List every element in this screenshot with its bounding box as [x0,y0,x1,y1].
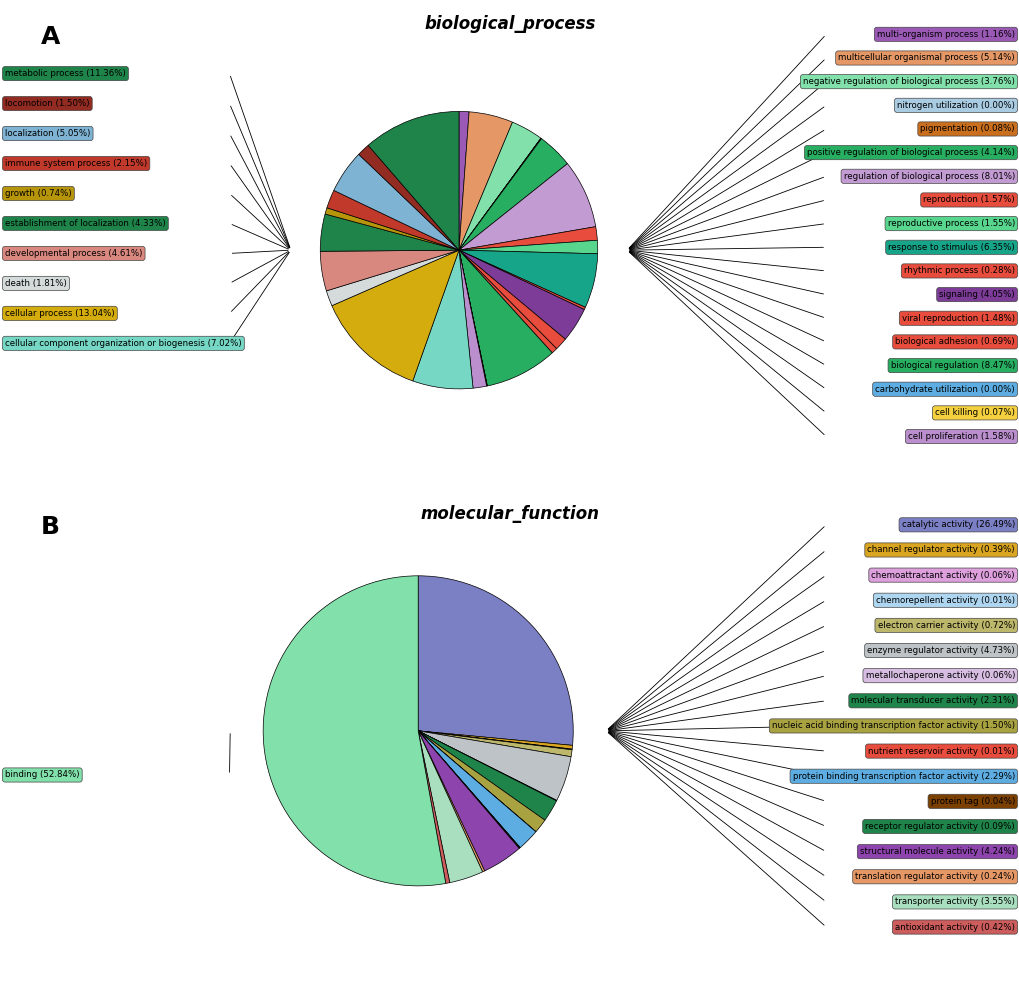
Text: B: B [41,515,60,539]
Wedge shape [418,731,572,749]
Text: viral reproduction (1.48%): viral reproduction (1.48%) [901,314,1014,323]
Text: antioxidant activity (0.42%): antioxidant activity (0.42%) [894,922,1014,932]
Text: electron carrier activity (0.72%): electron carrier activity (0.72%) [876,621,1014,630]
Text: cellular component organization or biogenesis (7.02%): cellular component organization or bioge… [5,338,242,348]
Wedge shape [459,250,585,310]
Text: cell killing (0.07%): cell killing (0.07%) [934,408,1014,417]
Wedge shape [333,154,459,250]
Wedge shape [459,250,556,353]
Text: structural molecule activity (4.24%): structural molecule activity (4.24%) [859,848,1014,856]
Wedge shape [459,112,469,250]
Text: pigmentation (0.08%): pigmentation (0.08%) [919,125,1014,133]
Text: binding (52.84%): binding (52.84%) [5,770,79,780]
Wedge shape [320,250,459,291]
Wedge shape [459,250,584,339]
Wedge shape [418,731,520,849]
Text: enzyme regulator activity (4.73%): enzyme regulator activity (4.73%) [866,646,1014,655]
Text: developmental process (4.61%): developmental process (4.61%) [5,249,143,258]
Wedge shape [263,576,445,886]
Wedge shape [418,731,484,872]
Text: nitrogen utilization (0.00%): nitrogen utilization (0.00%) [896,101,1014,110]
Wedge shape [459,250,486,388]
Wedge shape [413,250,473,388]
Wedge shape [320,214,459,251]
Wedge shape [459,250,551,386]
Text: reproduction (1.57%): reproduction (1.57%) [922,195,1014,204]
Wedge shape [418,731,572,749]
Wedge shape [459,138,567,250]
Text: molecular transducer activity (2.31%): molecular transducer activity (2.31%) [851,697,1014,705]
Text: biological regulation (8.47%): biological regulation (8.47%) [890,361,1014,370]
Wedge shape [418,731,571,800]
Text: immune system process (2.15%): immune system process (2.15%) [5,159,147,168]
Text: cell proliferation (1.58%): cell proliferation (1.58%) [907,432,1014,441]
Text: growth (0.74%): growth (0.74%) [5,189,71,198]
Text: protein binding transcription factor activity (2.29%): protein binding transcription factor act… [792,772,1014,781]
Text: translation regulator activity (0.24%): translation regulator activity (0.24%) [855,872,1014,881]
Text: biological_process: biological_process [424,15,595,32]
Text: protein tag (0.04%): protein tag (0.04%) [929,797,1014,805]
Wedge shape [418,731,520,848]
Wedge shape [418,731,572,756]
Wedge shape [326,250,459,306]
Text: nucleic acid binding transcription factor activity (1.50%): nucleic acid binding transcription facto… [771,721,1014,731]
Text: cellular process (13.04%): cellular process (13.04%) [5,309,114,318]
Text: negative regulation of biological process (3.76%): negative regulation of biological proces… [802,77,1014,86]
Text: reproductive process (1.55%): reproductive process (1.55%) [887,219,1014,229]
Text: regulation of biological process (8.01%): regulation of biological process (8.01%) [843,172,1014,181]
Text: signaling (4.05%): signaling (4.05%) [938,290,1014,299]
Wedge shape [459,250,565,348]
Text: positive regulation of biological process (4.14%): positive regulation of biological proces… [806,148,1014,157]
Wedge shape [459,164,595,250]
Text: A: A [41,25,60,48]
Wedge shape [418,731,544,832]
Wedge shape [459,112,512,250]
Wedge shape [459,250,487,387]
Text: catalytic activity (26.49%): catalytic activity (26.49%) [901,520,1014,530]
Text: locomotion (1.50%): locomotion (1.50%) [5,99,90,108]
Text: transporter activity (3.55%): transporter activity (3.55%) [894,898,1014,906]
Wedge shape [459,240,597,254]
Wedge shape [418,731,556,820]
Wedge shape [459,138,540,250]
Wedge shape [459,138,541,250]
Text: chemoattractant activity (0.06%): chemoattractant activity (0.06%) [870,571,1014,580]
Wedge shape [418,731,519,871]
Text: death (1.81%): death (1.81%) [5,279,67,287]
Wedge shape [459,250,597,307]
Text: receptor regulator activity (0.09%): receptor regulator activity (0.09%) [864,822,1014,831]
Text: chemorepellent activity (0.01%): chemorepellent activity (0.01%) [875,595,1014,604]
Text: nutrient reservoir activity (0.01%): nutrient reservoir activity (0.01%) [867,747,1014,755]
Text: metallochaperone activity (0.06%): metallochaperone activity (0.06%) [865,671,1014,680]
Wedge shape [418,731,449,884]
Text: channel regulator activity (0.39%): channel regulator activity (0.39%) [866,545,1014,554]
Text: localization (5.05%): localization (5.05%) [5,129,91,138]
Wedge shape [325,208,459,250]
Wedge shape [418,576,573,746]
Text: molecular_function: molecular_function [420,505,599,523]
Wedge shape [418,731,535,848]
Wedge shape [359,145,459,250]
Text: carbohydrate utilization (0.00%): carbohydrate utilization (0.00%) [874,385,1014,393]
Text: response to stimulus (6.35%): response to stimulus (6.35%) [888,242,1014,252]
Wedge shape [459,250,487,386]
Wedge shape [326,190,459,250]
Text: rhythmic process (0.28%): rhythmic process (0.28%) [903,267,1014,276]
Wedge shape [368,112,459,250]
Wedge shape [418,731,482,883]
Wedge shape [418,731,556,800]
Text: establishment of localization (4.33%): establishment of localization (4.33%) [5,219,165,228]
Wedge shape [418,731,535,832]
Text: biological adhesion (0.69%): biological adhesion (0.69%) [895,337,1014,346]
Wedge shape [459,227,597,250]
Wedge shape [459,123,540,250]
Text: metabolic process (11.36%): metabolic process (11.36%) [5,69,125,78]
Wedge shape [331,250,459,381]
Text: multi-organism process (1.16%): multi-organism process (1.16%) [876,29,1014,39]
Text: multicellular organismal process (5.14%): multicellular organismal process (5.14%) [838,54,1014,63]
Wedge shape [418,731,572,749]
